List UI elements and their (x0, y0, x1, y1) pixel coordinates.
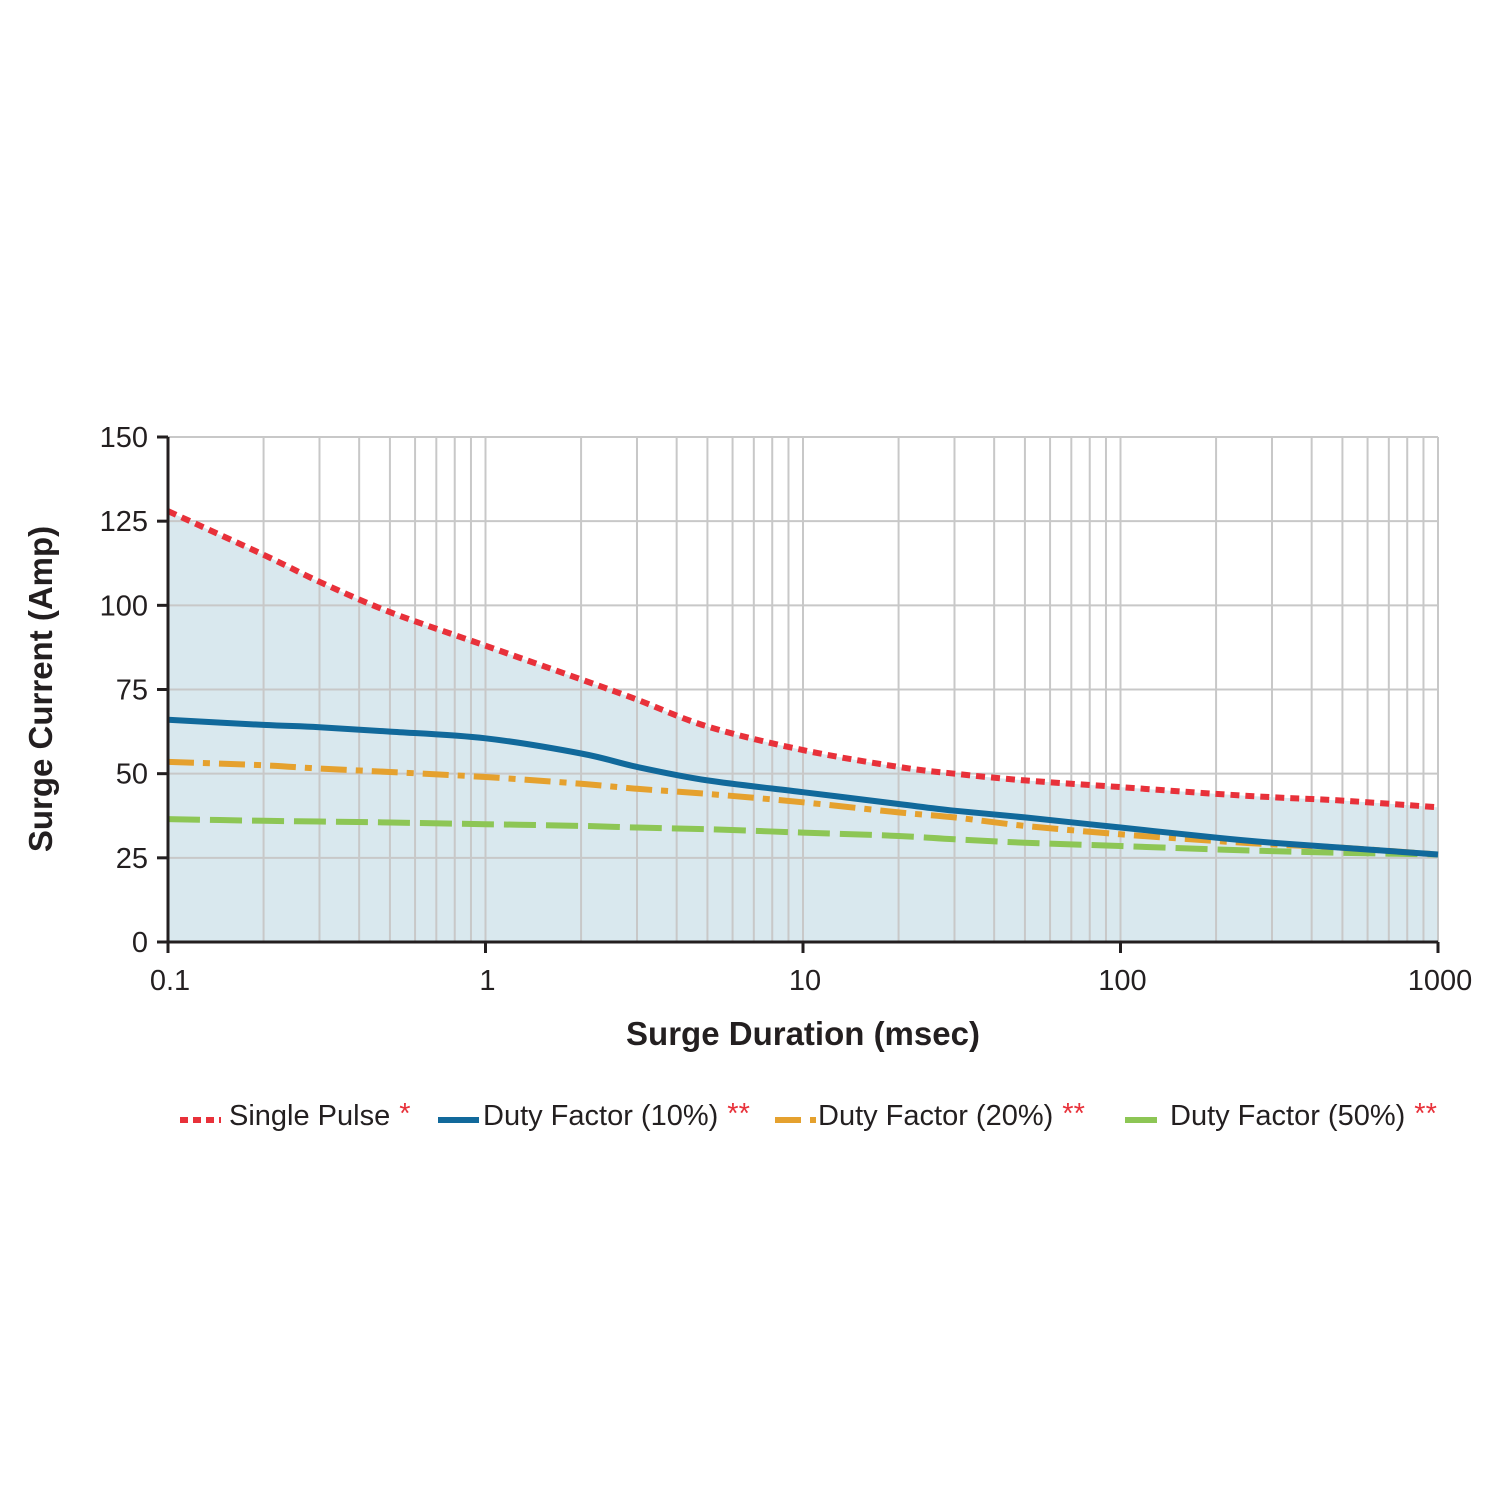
y-axis-title: Surge Current (Amp) (22, 526, 59, 852)
y-tick-label: 100 (100, 590, 148, 622)
series-line-duty-factor-50 (167, 816, 1439, 858)
legend-label: Duty Factor (50%) (1170, 1100, 1405, 1132)
x-tick-label: 100 (1098, 965, 1146, 997)
legend-item-single-pulse: Single Pulse * (180, 1098, 411, 1132)
legend-label: Single Pulse (229, 1100, 390, 1132)
legend-asterisk: * (399, 1098, 410, 1130)
legend-label: Duty Factor (20%) (818, 1100, 1053, 1132)
x-tick-label: 0.1 (150, 965, 190, 997)
x-tick-label: 1000 (1408, 965, 1473, 997)
y-tick-label: 150 (100, 422, 148, 454)
legend-item-duty-factor-20: Duty Factor (20%) ** (775, 1098, 1085, 1132)
y-tick-label: 25 (116, 843, 148, 875)
tick-label-layer: 0 25 50 75 100 125 150 0.1 1 10 100 1000 (100, 422, 1473, 997)
legend-asterisk: ** (1062, 1098, 1085, 1130)
axis-layer (157, 435, 1440, 953)
legend-item-duty-factor-10: Duty Factor (10%) ** (438, 1098, 750, 1132)
legend-asterisk: ** (1414, 1098, 1437, 1130)
legend-label: Duty Factor (10%) (483, 1100, 718, 1132)
x-tick-label: 1 (479, 965, 495, 997)
y-tick-label: 75 (116, 675, 148, 707)
y-tick-label: 125 (100, 506, 148, 538)
series-line-duty-factor-20 (167, 758, 1439, 858)
series-line-duty-factor-10 (167, 716, 1439, 858)
series-layer (166, 508, 1439, 858)
y-tick-label: 0 (132, 927, 148, 959)
legend-asterisk: ** (727, 1098, 750, 1130)
y-tick-label: 50 (116, 759, 148, 791)
legend: Single Pulse * Duty Factor (10%) ** Duty Fac… (180, 1098, 1437, 1132)
legend-item-duty-factor-50: Duty Factor (50%) ** (1125, 1098, 1437, 1132)
x-tick-label: 10 (789, 965, 821, 997)
x-axis-title: Surge Duration (msec) (626, 1015, 980, 1052)
